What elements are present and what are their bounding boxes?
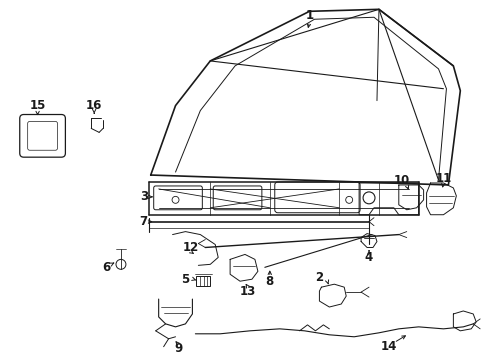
Text: 9: 9 [174,342,182,355]
Text: 12: 12 [182,241,198,254]
Text: 6: 6 [102,261,110,274]
Text: 11: 11 [434,171,450,185]
Text: 4: 4 [364,251,372,264]
Text: 13: 13 [239,285,256,298]
Text: 10: 10 [393,174,409,186]
Text: 5: 5 [181,273,189,286]
Text: 14: 14 [380,340,396,353]
Text: 1: 1 [305,9,313,22]
Text: 2: 2 [315,271,323,284]
Text: 15: 15 [29,99,46,112]
Bar [196,276,210,286]
Text: 7: 7 [140,215,147,228]
Text: 16: 16 [86,99,102,112]
Text: 8: 8 [265,275,273,288]
Text: 3: 3 [140,190,147,203]
